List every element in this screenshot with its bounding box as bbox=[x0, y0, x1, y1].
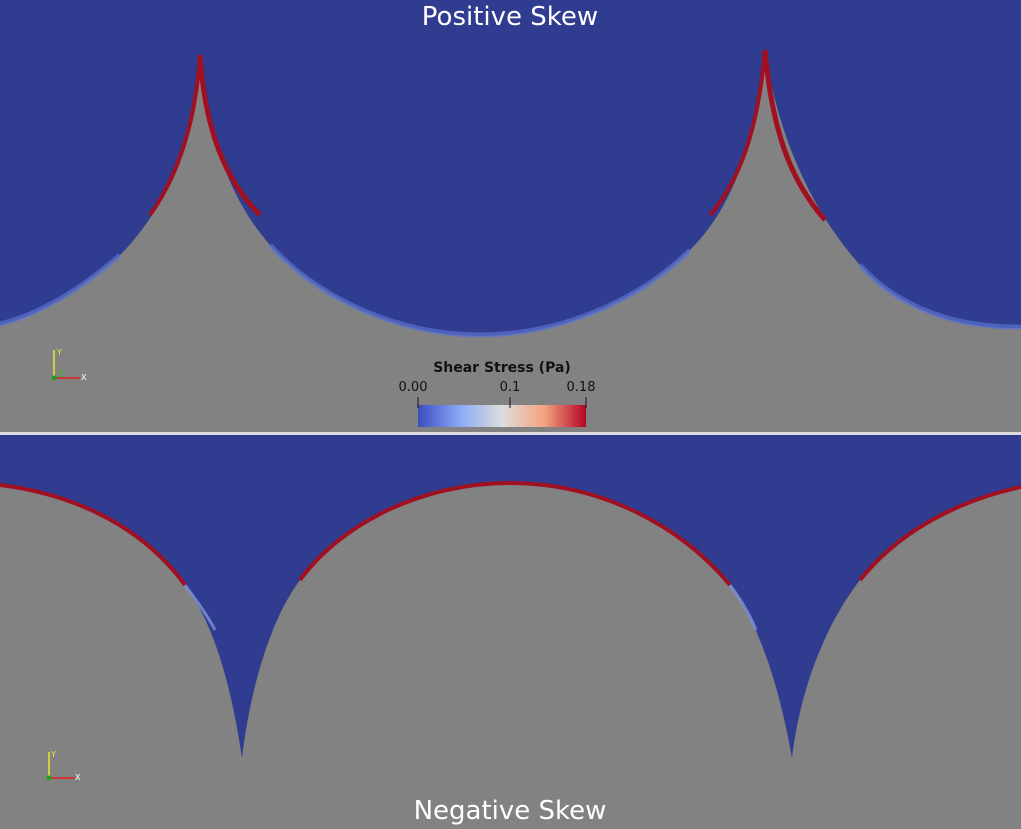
colorbar-tick-min: 0.00 bbox=[399, 380, 428, 395]
colorbar-gradient bbox=[418, 405, 586, 427]
panel-divider bbox=[0, 432, 1021, 435]
top-axis-y-label: Y bbox=[56, 348, 62, 357]
bottom-orientation-axes: Y X bbox=[46, 750, 81, 782]
bottom-fluid-region bbox=[0, 435, 1021, 758]
bottom-axis-x-label: X bbox=[75, 773, 81, 782]
top-wall-stress-right-a bbox=[708, 49, 767, 217]
bottom-wall-stress-right bbox=[858, 485, 1021, 582]
colorbar-title: Shear Stress (Pa) bbox=[433, 360, 571, 376]
top-panel-title: Positive Skew bbox=[422, 2, 598, 32]
bottom-wall-stress-center bbox=[298, 480, 732, 587]
colorbar-tick-max: 0.18 bbox=[567, 380, 596, 395]
top-transition-band-right bbox=[858, 263, 1021, 330]
bottom-panel: Y X Negative Skew bbox=[0, 435, 1021, 829]
top-wall-stress-right-b bbox=[762, 49, 827, 222]
top-wall-stress-left-b bbox=[197, 54, 262, 217]
top-transition-band-left bbox=[0, 253, 122, 327]
bottom-wall-stress-left bbox=[0, 483, 187, 587]
top-wall-stress-left-a bbox=[148, 54, 202, 217]
top-axis-z-label: Z bbox=[58, 370, 64, 379]
top-fluid-region bbox=[0, 0, 1021, 336]
top-panel: Positive Skew Y Z X Shear Stress (Pa) 0.… bbox=[0, 0, 1021, 427]
bottom-axis-y-label: Y bbox=[50, 750, 56, 759]
bottom-transition-right bbox=[728, 584, 758, 631]
bottom-panel-title: Negative Skew bbox=[414, 796, 607, 826]
top-orientation-axes: Y Z X bbox=[51, 348, 87, 382]
top-axis-x-label: X bbox=[81, 373, 87, 382]
top-transition-band-mid bbox=[268, 243, 692, 338]
bottom-transition-left bbox=[183, 584, 217, 631]
colorbar-tick-mid: 0.1 bbox=[500, 380, 521, 395]
colorbar-legend: Shear Stress (Pa) 0.00 0.1 0.18 bbox=[399, 360, 596, 427]
